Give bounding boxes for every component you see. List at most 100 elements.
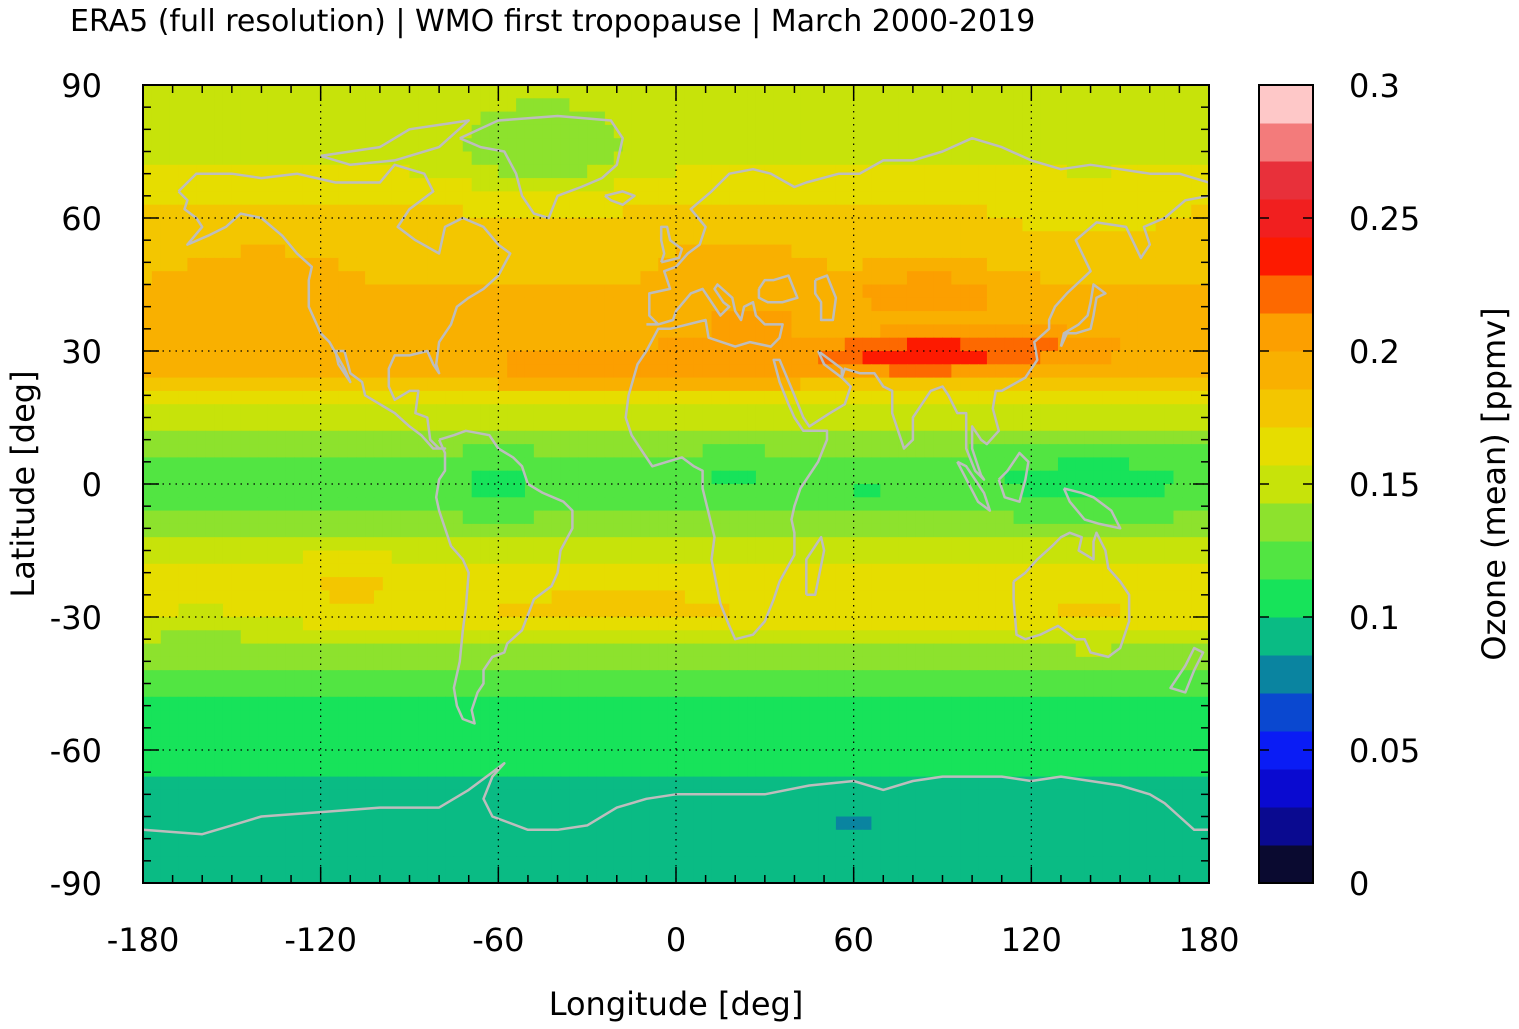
field-cell xyxy=(667,590,677,605)
field-cell xyxy=(1137,390,1148,405)
field-cell xyxy=(240,337,251,352)
field-cell xyxy=(1093,497,1103,512)
field-cell xyxy=(755,630,766,645)
field-cell xyxy=(160,351,171,365)
field-cell xyxy=(267,351,277,365)
field-cell xyxy=(551,218,562,232)
field-cell xyxy=(365,457,375,472)
field-cell xyxy=(542,151,553,166)
field-cell xyxy=(871,151,881,166)
field-cell xyxy=(445,444,455,458)
field-cell xyxy=(702,510,713,525)
field-cell xyxy=(489,164,499,179)
field-cell xyxy=(231,284,242,299)
field-cell xyxy=(1057,284,1068,299)
field-cell xyxy=(436,417,446,432)
field-cell xyxy=(1155,85,1166,99)
field-cell xyxy=(880,484,890,498)
field-cell xyxy=(524,164,535,179)
field-cell xyxy=(1004,364,1015,379)
field-cell xyxy=(889,537,899,552)
field-cell xyxy=(764,204,775,219)
field-cell xyxy=(631,111,642,126)
field-cell xyxy=(427,444,437,458)
field-cell xyxy=(311,377,322,392)
field-cell xyxy=(827,191,837,206)
field-cell xyxy=(889,617,899,631)
field-cell xyxy=(853,231,864,246)
field-cell xyxy=(880,257,890,272)
field-cell xyxy=(489,484,499,498)
field-cell xyxy=(978,204,988,219)
field-cell xyxy=(267,178,277,192)
field-cell xyxy=(302,138,313,153)
field-cell xyxy=(1040,85,1050,99)
field-cell xyxy=(427,324,437,339)
field-cell xyxy=(1111,85,1121,99)
field-cell xyxy=(622,563,633,578)
field-cell xyxy=(933,550,944,565)
field-cell xyxy=(853,364,864,379)
field-cell xyxy=(249,351,260,365)
field-cell xyxy=(169,603,180,618)
field-cell xyxy=(587,257,597,272)
field-cell xyxy=(809,617,819,631)
field-cell xyxy=(382,497,393,512)
field-cell xyxy=(711,470,722,485)
field-cell xyxy=(1182,337,1192,352)
field-cell xyxy=(1200,537,1209,552)
field-cell xyxy=(951,537,961,552)
field-cell xyxy=(711,630,722,645)
field-cell xyxy=(684,404,695,419)
field-cell xyxy=(1173,537,1183,552)
field-cell xyxy=(409,337,419,352)
field-cell xyxy=(667,98,677,113)
field-cell xyxy=(267,510,277,525)
field-cell xyxy=(1129,484,1139,498)
field-cell xyxy=(373,430,384,445)
field-cell xyxy=(1031,537,1041,552)
field-cell xyxy=(1164,111,1175,126)
field-cell xyxy=(933,577,944,591)
field-cell xyxy=(1075,603,1086,618)
field-cell xyxy=(880,231,890,246)
field-cell xyxy=(169,470,180,485)
field-cell xyxy=(320,271,331,286)
field-cell xyxy=(800,98,810,113)
field-cell xyxy=(1057,124,1068,139)
field-cell xyxy=(365,191,375,206)
field-cell xyxy=(853,257,864,272)
field-cell xyxy=(1164,151,1175,166)
field-cell xyxy=(844,164,855,179)
field-cell xyxy=(889,510,899,525)
field-cell xyxy=(338,231,348,246)
field-cell xyxy=(276,324,286,339)
field-cell xyxy=(889,111,899,126)
field-cell xyxy=(373,590,384,605)
field-cell xyxy=(276,617,286,631)
field-cell xyxy=(267,244,277,259)
field-cell xyxy=(507,257,517,272)
field-cell xyxy=(1066,523,1077,538)
field-cell xyxy=(1155,537,1166,552)
field-cell xyxy=(898,617,908,631)
field-cell xyxy=(516,178,526,192)
field-cell xyxy=(835,497,846,512)
field-cell xyxy=(498,271,508,286)
field-cell xyxy=(596,98,606,113)
field-cell xyxy=(809,603,819,618)
field-cell xyxy=(1049,311,1059,325)
field-cell xyxy=(880,550,890,565)
field-cell xyxy=(596,390,606,405)
field-cell xyxy=(569,85,579,99)
field-cell xyxy=(1004,510,1015,525)
field-cell xyxy=(347,311,357,325)
field-cell xyxy=(773,603,784,618)
field-cell xyxy=(524,470,535,485)
field-cell xyxy=(436,297,446,312)
field-cell xyxy=(480,444,491,458)
field-cell xyxy=(418,404,428,419)
field-cell xyxy=(329,550,340,565)
field-cell xyxy=(915,590,926,605)
field-cell xyxy=(960,523,970,538)
